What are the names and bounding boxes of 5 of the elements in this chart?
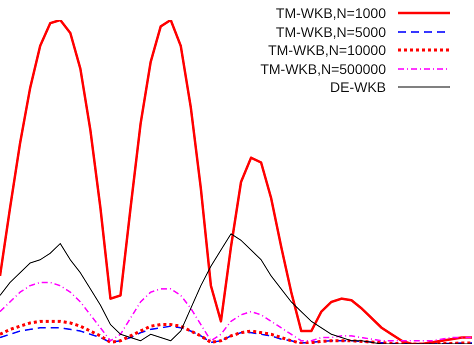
legend-label: TM-WKB,N=500000 [260,60,386,77]
legend-label: TM-WKB,N=10000 [268,42,386,58]
legend-label: TM-WKB,N=1000 [276,5,386,22]
legend-label: DE-WKB [330,79,386,96]
legend-label: TM-WKB,N=5000 [276,24,386,40]
